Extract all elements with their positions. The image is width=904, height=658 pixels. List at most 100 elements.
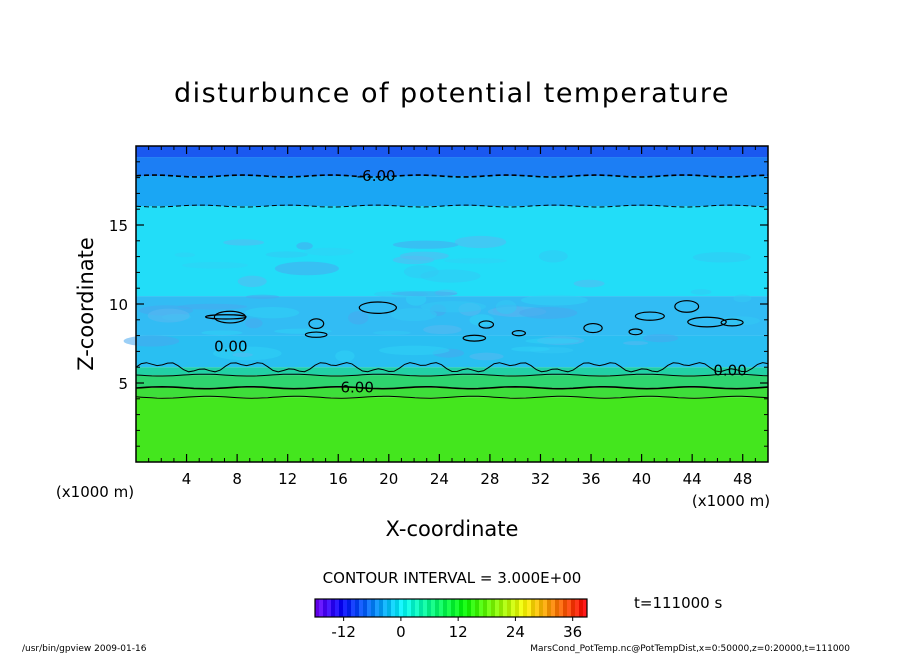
- fill-band: [136, 206, 768, 297]
- contour-line: [135, 204, 769, 208]
- colorbar-segment: [403, 599, 408, 617]
- contour-interval-label: CONTOUR INTERVAL = 3.000E+00: [323, 569, 582, 587]
- x-tick-label: 4: [182, 470, 192, 488]
- field-blotch: [274, 261, 339, 276]
- x-tick-label: 36: [581, 470, 600, 488]
- colorbar-segment: [387, 599, 392, 617]
- colorbar-segment: [335, 599, 340, 617]
- field-blotch: [372, 330, 411, 336]
- field-blotch: [265, 251, 309, 258]
- field-blotch: [296, 242, 313, 250]
- colorbar-segment: [555, 599, 560, 617]
- colorbar-segment: [451, 599, 456, 617]
- colorbar-segment: [479, 599, 484, 617]
- contour-loop: [634, 311, 665, 321]
- colorbar-segment: [375, 599, 380, 617]
- fill-band: [136, 375, 768, 388]
- field-blotch: [390, 308, 437, 322]
- field-blotch: [420, 269, 481, 283]
- colorbar-segment: [363, 599, 368, 617]
- chart-title: disturbunce of potential temperature: [174, 78, 730, 109]
- colorbar-segment: [471, 599, 476, 617]
- field-blotch: [643, 334, 679, 343]
- field-blotch: [623, 341, 649, 346]
- colorbar-segment: [447, 599, 452, 617]
- field-blotch: [245, 294, 280, 299]
- field-blotch: [525, 338, 580, 344]
- fill-band: [136, 146, 768, 158]
- x-tick-label: 20: [379, 470, 398, 488]
- contour-loop: [720, 318, 744, 327]
- contour-line: [135, 174, 769, 178]
- x-tick-label: 12: [278, 470, 297, 488]
- colorbar-segment: [415, 599, 420, 617]
- contour-labels: -6.00 0.00 0.00 6.00: [214, 167, 747, 397]
- colorbar-segment: [543, 599, 548, 617]
- x-tick-label: 32: [531, 470, 550, 488]
- colorbar-segment: [339, 599, 344, 617]
- colorbar-segment: [343, 599, 348, 617]
- colorbar-tick-label: 36: [563, 623, 582, 641]
- colorbar-tick-label: 24: [506, 623, 525, 641]
- contour-loop: [462, 334, 487, 342]
- field-blotch: [519, 307, 578, 319]
- colorbar-segment: [571, 599, 576, 617]
- z-axis-unit: (x1000 m): [56, 483, 134, 501]
- colorbar-segment: [511, 599, 516, 617]
- colorbar-segment: [467, 599, 472, 617]
- colorbar-segment: [407, 599, 412, 617]
- y-tick-label: 15: [109, 217, 128, 235]
- fill-band: [136, 157, 768, 177]
- colorbar-segment: [527, 599, 532, 617]
- contour-loop: [308, 318, 325, 330]
- contour-loop: [478, 320, 495, 329]
- field-blotch: [692, 252, 751, 263]
- colorbar-segment: [487, 599, 492, 617]
- field-blotch: [399, 251, 449, 261]
- colorbar-segment: [391, 599, 396, 617]
- contour-label: 6.00: [340, 379, 373, 397]
- x-tick-label: 28: [480, 470, 499, 488]
- field-blotch: [123, 335, 180, 347]
- colorbar-segment: [367, 599, 372, 617]
- field-blotch: [223, 239, 265, 246]
- colorbar-segment: [483, 599, 488, 617]
- colorbar-segment: [575, 599, 580, 617]
- colorbar-segment: [579, 599, 584, 617]
- y-axis-label: Z-coordinate: [74, 237, 98, 371]
- colorbar-segment: [459, 599, 464, 617]
- fill-band: [136, 176, 768, 207]
- field-blotch: [423, 325, 462, 335]
- colorbar-segment: [439, 599, 444, 617]
- colorbar-segment: [319, 599, 324, 617]
- colorbar-segment: [315, 599, 320, 617]
- x-tick-label: 48: [733, 470, 752, 488]
- contour-label: 0.00: [713, 361, 746, 379]
- contour-label: -6.00: [357, 167, 396, 185]
- colorbar-segment: [523, 599, 528, 617]
- fill-band: [136, 397, 768, 462]
- colorbar-segment: [531, 599, 536, 617]
- field-blotch: [495, 300, 517, 314]
- contour-lines: [135, 174, 769, 399]
- colorbar-segment: [539, 599, 544, 617]
- colorbar-segment: [371, 599, 376, 617]
- field-blotch: [538, 250, 568, 263]
- colorbar-tick-label: -12: [331, 623, 356, 641]
- contour-loop: [213, 310, 247, 324]
- field-blotch: [690, 289, 712, 295]
- field-blotch: [304, 247, 354, 256]
- contour-loop: [583, 322, 603, 334]
- x-axis-ticks: 4 8 12 16 20 24 28 32 36 40 44 48: [148, 146, 756, 488]
- colorbar-segment: [583, 599, 588, 617]
- field-blotch: [719, 316, 760, 326]
- contour-loop: [687, 316, 727, 328]
- colorbar-segment: [463, 599, 468, 617]
- field-blotch: [244, 306, 300, 319]
- colorbar-segment: [347, 599, 352, 617]
- colorbar-tick-labels: -12 0 12 24 36: [331, 617, 582, 641]
- field-blotch: [469, 352, 504, 361]
- colorbar-segment: [351, 599, 356, 617]
